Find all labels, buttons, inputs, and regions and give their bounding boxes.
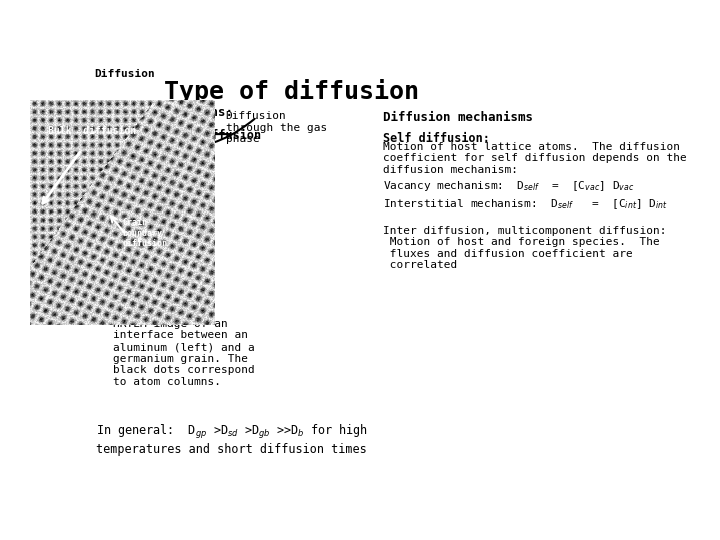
- Text: Type of diffusion: Type of diffusion: [164, 79, 419, 104]
- Text: Surface diffusion: Surface diffusion: [140, 130, 261, 143]
- Text: Bulk  diffusion: Bulk diffusion: [48, 126, 137, 136]
- Text: Motion of host lattice atoms.  The diffusion
coefficient for self diffusion depe: Motion of host lattice atoms. The diffus…: [383, 142, 687, 175]
- Text: Diffusion paths:: Diffusion paths:: [113, 106, 233, 119]
- Text: Inter diffusion, multicomponent diffusion:: Inter diffusion, multicomponent diffusio…: [383, 226, 667, 237]
- Text: HRTEM image of an
interface between an
aluminum (left) and a
germanium grain. Th: HRTEM image of an interface between an a…: [113, 319, 255, 387]
- Text: Diffusion mechanisms: Diffusion mechanisms: [383, 111, 533, 124]
- Text: In general:  D$_{gp}$ >D$_{sd}$ >D$_{gb}$ >>D$_{b}$ for high
temperatures and sh: In general: D$_{gp}$ >D$_{sd}$ >D$_{gb}$…: [96, 423, 368, 456]
- Text: Motion of host and foreign species.  The
 fluxes and diffusion coefficient are
 : Motion of host and foreign species. The …: [383, 237, 660, 271]
- Text: Grain
boundary
diffusion: Grain boundary diffusion: [122, 219, 168, 248]
- Text: Diffusion: Diffusion: [94, 69, 155, 79]
- Text: Vacancy mechanism:  D$_{self}$  =  [C$_{vac}$] D$_{vac}$: Vacancy mechanism: D$_{self}$ = [C$_{vac…: [383, 179, 634, 193]
- Text: Diffusion
through the gas
phase: Diffusion through the gas phase: [225, 111, 327, 144]
- Text: Self diffusion:: Self diffusion:: [383, 132, 490, 145]
- Text: Interstitial mechanism:  D$_{self}$   =  [C$_{int}$] D$_{int}$: Interstitial mechanism: D$_{self}$ = [C$…: [383, 197, 668, 211]
